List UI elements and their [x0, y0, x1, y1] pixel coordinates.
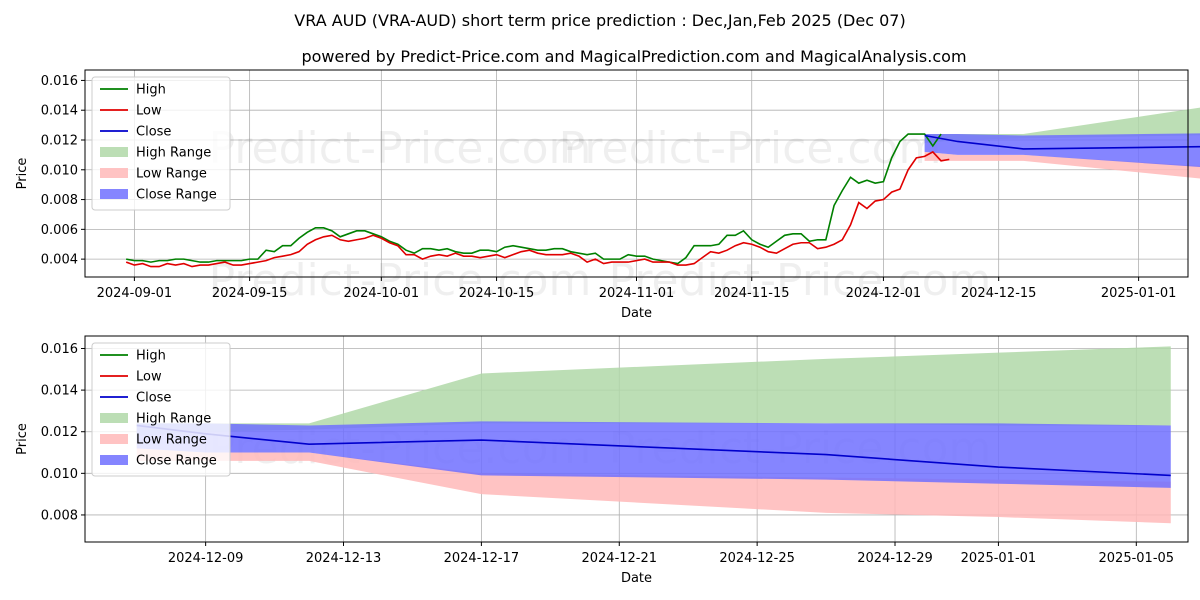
x-tick-label: 2024-12-29 — [857, 551, 933, 566]
x-tick-label: 2024-10-15 — [459, 286, 535, 301]
legend-swatch-patch — [100, 168, 128, 178]
legend-label: Close — [136, 391, 171, 406]
forecast-chart-panel: Predict-Price.comPredict-Price.com2024-1… — [15, 336, 1188, 586]
y-axis-label: Price — [15, 158, 30, 190]
x-tick-label: 2024-12-13 — [306, 551, 382, 566]
y-tick-label: 0.008 — [41, 508, 78, 523]
legend-swatch-patch — [100, 455, 128, 465]
x-tick-label: 2024-11-15 — [714, 286, 790, 301]
legend-label: Low Range — [136, 167, 207, 182]
x-axis-label: Date — [621, 306, 652, 321]
legend-label: High — [136, 349, 166, 364]
x-tick-label: 2024-09-01 — [97, 286, 173, 301]
y-tick-label: 0.014 — [41, 384, 78, 399]
legend-label: High Range — [136, 146, 211, 161]
x-tick-label: 2024-10-01 — [344, 286, 420, 301]
watermark-text: Predict-Price.com — [559, 123, 942, 174]
y-tick-label: 0.016 — [41, 342, 78, 357]
y-tick-label: 0.008 — [41, 193, 78, 208]
y-tick-label: 0.016 — [41, 74, 78, 89]
y-tick-label: 0.012 — [41, 133, 78, 148]
x-tick-label: 2025-01-05 — [1099, 551, 1175, 566]
legend-swatch-patch — [100, 434, 128, 444]
legend-label: Close — [136, 125, 171, 140]
x-tick-label: 2024-09-15 — [212, 286, 288, 301]
y-tick-label: 0.010 — [41, 163, 78, 178]
legend-swatch-patch — [100, 147, 128, 157]
x-tick-label: 2024-12-09 — [168, 551, 244, 566]
legend-label: Low Range — [136, 433, 207, 448]
y-tick-label: 0.014 — [41, 104, 78, 119]
legend-label: High Range — [136, 412, 211, 427]
legend-label: Low — [136, 370, 162, 385]
legend-label: High — [136, 83, 166, 98]
y-tick-label: 0.012 — [41, 425, 78, 440]
legend-label: Close Range — [136, 454, 217, 469]
legend-label: Low — [136, 104, 162, 119]
x-tick-label: 2025-01-01 — [1101, 286, 1177, 301]
legend-swatch-patch — [100, 413, 128, 423]
y-tick-label: 0.004 — [41, 253, 78, 268]
y-tick-label: 0.006 — [41, 223, 78, 238]
x-tick-label: 2024-12-25 — [719, 551, 795, 566]
legend-swatch-patch — [100, 189, 128, 199]
chart-figure: VRA AUD (VRA-AUD) short term price predi… — [0, 0, 1200, 600]
chart-title: VRA AUD (VRA-AUD) short term price predi… — [294, 11, 905, 30]
watermark-text: Predict-Price.com — [209, 123, 592, 174]
x-tick-label: 2025-01-01 — [961, 551, 1037, 566]
x-tick-label: 2024-12-17 — [444, 551, 520, 566]
x-tick-label: 2024-12-15 — [961, 286, 1037, 301]
x-tick-label: 2024-12-21 — [581, 551, 657, 566]
y-axis-label: Price — [15, 423, 30, 455]
x-tick-label: 2024-12-01 — [846, 286, 922, 301]
x-tick-label: 2024-11-01 — [599, 286, 675, 301]
history-chart-panel: Predict-Price.comPredict-Price.comPredic… — [15, 70, 1200, 321]
high-range-band — [925, 79, 1200, 143]
legend-label: Close Range — [136, 188, 217, 203]
y-tick-label: 0.010 — [41, 467, 78, 482]
x-axis-label: Date — [621, 571, 652, 586]
chart-subtitle: powered by Predict-Price.com and Magical… — [301, 47, 966, 66]
